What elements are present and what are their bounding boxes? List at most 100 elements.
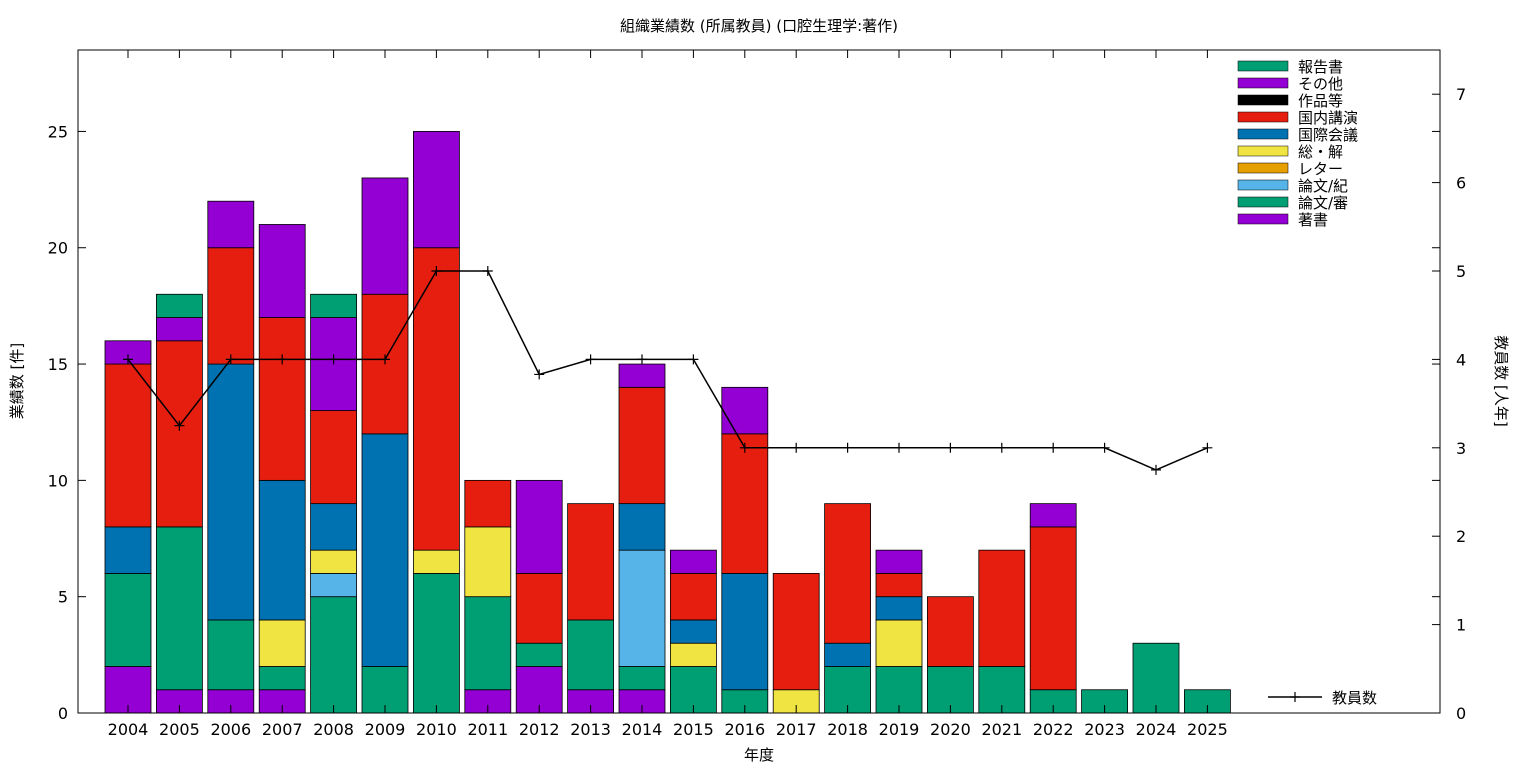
bar-segment-2007-その他 — [258, 224, 306, 318]
bar-segment-2010-国内講演 — [412, 247, 460, 551]
bars-layer — [104, 131, 1231, 714]
y2-tick-label: 0 — [1456, 704, 1466, 723]
bar-segment-2015-総・解 — [670, 642, 717, 667]
line-point-2006 — [225, 354, 236, 365]
plot-frame — [77, 49, 1441, 714]
line-point-2009 — [380, 354, 390, 365]
x-tick-label: 2012 — [519, 720, 560, 739]
y-tick-label: 25 — [48, 122, 68, 141]
y-tick-label: 20 — [48, 239, 68, 258]
line-point-2011 — [482, 266, 493, 276]
x-tick-label: 2023 — [1084, 720, 1125, 739]
legend-label: その他 — [1298, 75, 1343, 93]
x-tick-label: 2006 — [210, 720, 251, 739]
line-point-2021 — [996, 442, 1007, 453]
bar-segment-2009-その他 — [361, 177, 409, 295]
legend-label: レター — [1298, 160, 1343, 178]
legend-swatch — [1237, 162, 1289, 174]
y-tick-label: 15 — [48, 355, 68, 374]
bar-segment-2015-国内講演 — [670, 573, 717, 621]
x-tick-label: 2014 — [622, 720, 663, 739]
legend-label: 論文/紀 — [1298, 177, 1348, 195]
bar-segment-2014-論文/審 — [618, 666, 666, 691]
bar-segment-2006-論文/審 — [207, 619, 255, 691]
x-tick-label: 2016 — [724, 720, 765, 739]
legend-label: 国際会議 — [1298, 126, 1358, 144]
bar-segment-2014-国際会議 — [618, 503, 666, 551]
bar-segment-2017-国内講演 — [772, 573, 820, 691]
bar-segment-2005-論文/審 — [155, 526, 203, 691]
x-tick-label: 2020 — [930, 720, 971, 739]
x-tick-label: 2008 — [313, 720, 354, 739]
bar-segment-2018-国際会議 — [824, 642, 871, 667]
bar-segment-2012-論文/審 — [515, 642, 563, 667]
bar-segment-2008-報告書 — [310, 293, 358, 318]
bar-segment-2011-総・解 — [464, 526, 512, 598]
y2-tick-label: 2 — [1456, 527, 1466, 546]
legend-swatch — [1237, 145, 1289, 157]
bar-segment-2019-総・解 — [875, 619, 923, 667]
bar-segment-2006-その他 — [207, 200, 255, 249]
bar-segment-2010-その他 — [412, 131, 460, 249]
bar-segment-2016-国際会議 — [721, 573, 769, 691]
bar-segment-2012-その他 — [515, 479, 563, 574]
bar-segment-2013-論文/審 — [567, 619, 614, 691]
bar-segment-2008-国内講演 — [310, 410, 358, 505]
legend-line-label: 教員数 — [1332, 689, 1377, 707]
legend-swatch — [1237, 128, 1289, 140]
x-tick-label: 2007 — [262, 720, 303, 739]
bar-segment-2022-国内講演 — [1029, 526, 1077, 691]
y2-axis: 0 1 2 3 4 5 6 7 — [1432, 85, 1466, 723]
bar-segment-2014-その他 — [618, 363, 666, 388]
bar-segment-2005-国内講演 — [155, 340, 203, 528]
bar-segment-2015-その他 — [670, 549, 717, 574]
x-tick-label: 2004 — [108, 720, 149, 739]
bar-segment-2006-国際会議 — [207, 363, 255, 621]
legend-swatch — [1237, 111, 1289, 123]
y2-tick-label: 5 — [1456, 262, 1466, 281]
line-point-2024 — [1151, 464, 1161, 475]
x-tick-label: 2018 — [827, 720, 868, 739]
bar-segment-2020-国内講演 — [927, 596, 974, 667]
bar-segment-2019-その他 — [875, 549, 923, 574]
x-tick-label: 2022 — [1033, 720, 1074, 739]
bar-segment-2005-報告書 — [155, 293, 203, 318]
bar-segment-2008-論文/審 — [310, 596, 358, 714]
legend-label: 著書 — [1298, 211, 1328, 229]
legend-swatch — [1237, 60, 1289, 72]
line-point-2022 — [1048, 442, 1059, 453]
x-axis-label: 年度 — [744, 746, 774, 764]
x-tick-label: 2025 — [1187, 720, 1228, 739]
y-tick-label: 0 — [58, 704, 68, 723]
bar-segment-2022-その他 — [1029, 503, 1077, 528]
bar-segment-2015-国際会議 — [670, 619, 717, 644]
legend-label: 論文/審 — [1298, 194, 1348, 212]
bar-segment-2014-論文/紀 — [618, 549, 666, 667]
y2-tick-label: 4 — [1456, 350, 1466, 369]
line-point-2015 — [688, 354, 699, 365]
x-tick-label: 2005 — [159, 720, 200, 739]
legend-swatch — [1237, 213, 1289, 225]
x-axis: 2004 2005 2006 2007 2008 2009 2010 2011 2012 2013… — [108, 50, 1228, 739]
legend-line-marker — [1290, 692, 1300, 702]
line-point-2012 — [534, 369, 545, 380]
y-tick-label: 10 — [48, 471, 68, 490]
legend-swatch — [1237, 77, 1289, 89]
legend-swatch — [1237, 179, 1289, 191]
bar-segment-2016-その他 — [721, 386, 769, 435]
legend-label: 報告書 — [1298, 58, 1343, 76]
bar-segment-2004-国際会議 — [104, 526, 152, 574]
bar-segment-2007-国際会議 — [258, 479, 306, 621]
line-point-2007 — [277, 354, 288, 365]
bar-segment-2014-国内講演 — [618, 386, 666, 505]
legend-label: 国内講演 — [1298, 109, 1358, 127]
x-tick-label: 2017 — [776, 720, 817, 739]
x-tick-label: 2024 — [1136, 720, 1177, 739]
bar-segment-2005-その他 — [155, 317, 203, 342]
line-point-2005 — [174, 420, 185, 431]
bar-segment-2019-国内講演 — [875, 573, 923, 598]
line-point-2016 — [739, 442, 750, 453]
x-tick-label: 2009 — [365, 720, 406, 739]
line-point-2008 — [328, 354, 339, 365]
y2-tick-label: 7 — [1456, 85, 1466, 104]
